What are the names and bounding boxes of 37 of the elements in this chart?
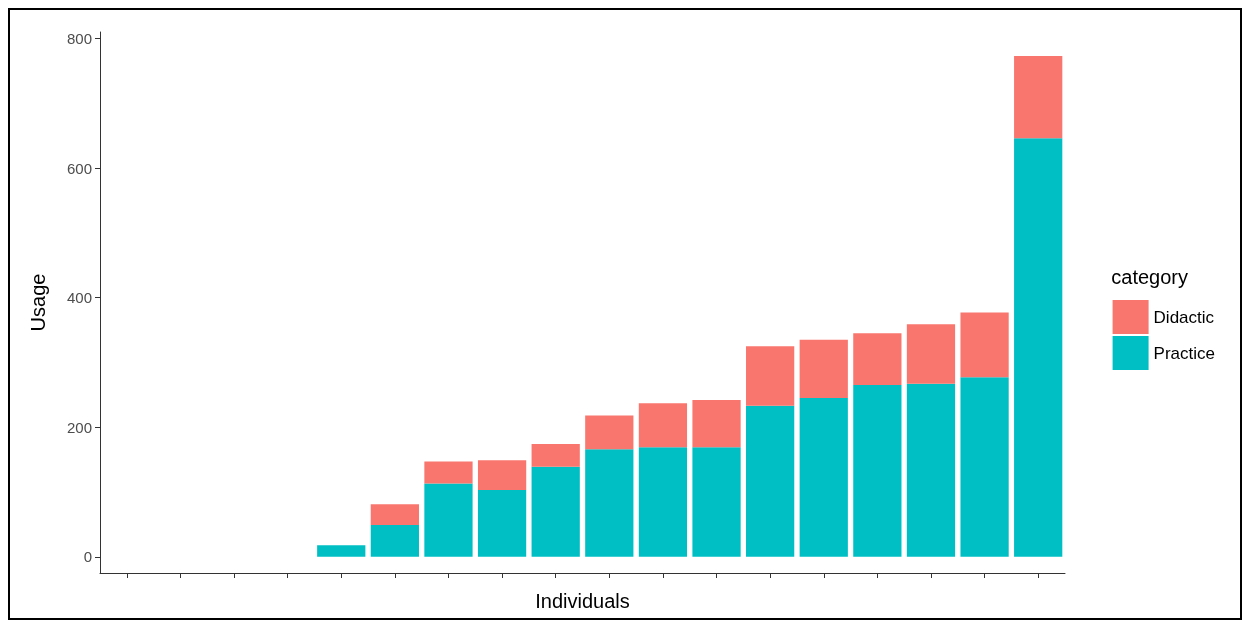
y-tick-label: 600 (66, 159, 92, 177)
y-tick-label: 400 (66, 289, 92, 307)
bar (585, 449, 634, 557)
bar (317, 545, 366, 557)
bar (1014, 55, 1063, 139)
bar (692, 400, 741, 448)
bar (531, 444, 580, 467)
bar (424, 483, 473, 557)
y-tick-label: 800 (66, 29, 92, 47)
bar (424, 461, 473, 484)
legend-label: Didactic (1153, 307, 1215, 327)
bar (746, 346, 795, 406)
bar (531, 466, 580, 557)
bar (370, 525, 419, 557)
y-tick-label: 200 (66, 418, 92, 436)
bar (1014, 138, 1063, 557)
y-axis-title: Usage (27, 273, 49, 332)
bar (477, 490, 527, 557)
bar (477, 460, 527, 491)
bar (638, 403, 688, 448)
bar (370, 504, 419, 526)
y-tick-label: 0 (83, 548, 92, 566)
bar (906, 383, 956, 557)
bar (585, 415, 634, 450)
bar (960, 377, 1009, 557)
bar (906, 324, 956, 384)
x-axis-title: Individuals (535, 590, 630, 612)
bar (853, 385, 902, 557)
legend-label: Practice (1153, 343, 1216, 363)
bar (853, 333, 902, 386)
bar (799, 339, 848, 399)
legend-title: category (1111, 266, 1189, 288)
bar (746, 405, 795, 557)
bar (799, 398, 848, 557)
bar (638, 447, 688, 557)
bar (960, 312, 1009, 378)
bar (692, 447, 741, 557)
